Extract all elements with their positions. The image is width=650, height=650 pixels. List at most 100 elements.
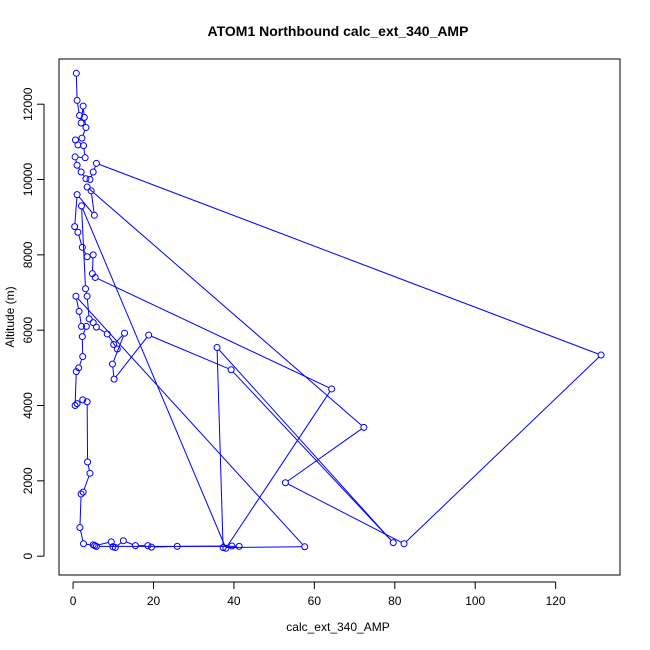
- data-point: [72, 69, 80, 77]
- data-point: [80, 142, 88, 150]
- data-point: [80, 113, 88, 121]
- data-point: [113, 345, 121, 353]
- series-segment: [82, 329, 86, 334]
- x-tick-label: 40: [227, 594, 241, 608]
- series-segment: [86, 543, 92, 546]
- data-point: [81, 154, 89, 162]
- data-point: [219, 544, 227, 552]
- series-segment: [117, 542, 122, 546]
- data-point: [597, 351, 605, 359]
- series-segment: [75, 76, 78, 98]
- data-point: [76, 524, 84, 532]
- x-tick-label: 100: [465, 594, 485, 608]
- data-point: [89, 541, 97, 549]
- data-point: [119, 537, 127, 545]
- data-point: [86, 469, 94, 477]
- data-point: [360, 423, 368, 431]
- series-segment: [82, 109, 85, 115]
- data-point: [72, 292, 80, 300]
- x-tick-label: 60: [308, 594, 322, 608]
- data-point: [78, 134, 86, 142]
- data-point: [73, 161, 81, 169]
- data-point: [79, 396, 87, 404]
- series-segment: [287, 483, 402, 543]
- x-axis: 0 20 40 60 80 100 120: [70, 581, 566, 608]
- data-point: [89, 319, 97, 327]
- data-point: [84, 458, 92, 466]
- data-point: [78, 202, 86, 210]
- data-point: [91, 273, 99, 281]
- data-point: [83, 183, 91, 191]
- y-tick-label: 12000: [21, 87, 35, 121]
- data-point: [74, 228, 82, 236]
- y-tick-label: 2000: [21, 467, 35, 494]
- series-segment: [87, 464, 90, 471]
- data-point: [110, 375, 118, 383]
- data-point: [147, 543, 155, 551]
- data-point: [78, 243, 86, 251]
- data-point: [173, 542, 181, 550]
- data-point: [301, 543, 309, 551]
- data-point: [79, 488, 87, 496]
- data-point: [79, 102, 87, 110]
- series-segment: [218, 349, 392, 541]
- data-point: [121, 329, 129, 337]
- data-point: [87, 187, 95, 195]
- x-axis-label: calc_ext_340_AMP: [286, 620, 389, 634]
- data-point: [82, 124, 90, 132]
- series-segment: [287, 428, 362, 482]
- x-tick-label: 0: [70, 594, 77, 608]
- data-point: [73, 96, 81, 104]
- data-point: [108, 360, 116, 368]
- data-point: [222, 544, 230, 552]
- series-segment: [79, 497, 82, 525]
- data-point: [76, 111, 84, 119]
- series-segment: [77, 298, 304, 545]
- x-tick-label: 20: [147, 594, 161, 608]
- data-point: [75, 307, 83, 315]
- y-axis: 0 2000 4000 6000 8000 10000 12000: [21, 87, 45, 560]
- series-segment: [79, 359, 83, 366]
- series-segment: [92, 257, 94, 271]
- data-point: [213, 344, 221, 352]
- series-segment: [97, 278, 330, 389]
- data-point: [77, 490, 85, 498]
- series-segment: [78, 196, 93, 214]
- data-point: [78, 322, 86, 330]
- data-point: [73, 400, 81, 408]
- series-segment: [80, 530, 84, 541]
- data-point: [83, 398, 91, 406]
- data-point: [111, 544, 119, 552]
- series-segment: [97, 542, 109, 546]
- data-point: [227, 366, 235, 374]
- data-point: [82, 322, 90, 330]
- data-point: [85, 315, 93, 323]
- series-segment: [76, 299, 79, 309]
- data-point: [79, 353, 87, 361]
- data-point: [145, 331, 153, 339]
- y-tick-label: 4000: [21, 392, 35, 419]
- data-point: [89, 168, 97, 176]
- data-point: [92, 323, 100, 331]
- x-tick-label: 120: [546, 594, 566, 608]
- data-point: [77, 119, 85, 127]
- y-tick-label: 8000: [21, 241, 35, 268]
- data-point: [228, 542, 236, 550]
- data-point: [400, 540, 408, 548]
- data-point: [83, 292, 91, 300]
- plot-frame: [58, 58, 621, 576]
- data-point: [73, 191, 81, 199]
- data-point: [235, 542, 243, 550]
- series-segment: [112, 367, 115, 377]
- series-segment: [227, 391, 331, 547]
- chart-title: ATOM1 Northbound calc_ext_340_AMP: [208, 23, 469, 39]
- data-point: [110, 340, 118, 348]
- data-point: [80, 540, 88, 548]
- data-point: [82, 285, 90, 293]
- series-segment: [232, 371, 392, 541]
- data-point: [89, 251, 97, 259]
- series-segment: [81, 208, 86, 286]
- series-segment: [79, 314, 82, 324]
